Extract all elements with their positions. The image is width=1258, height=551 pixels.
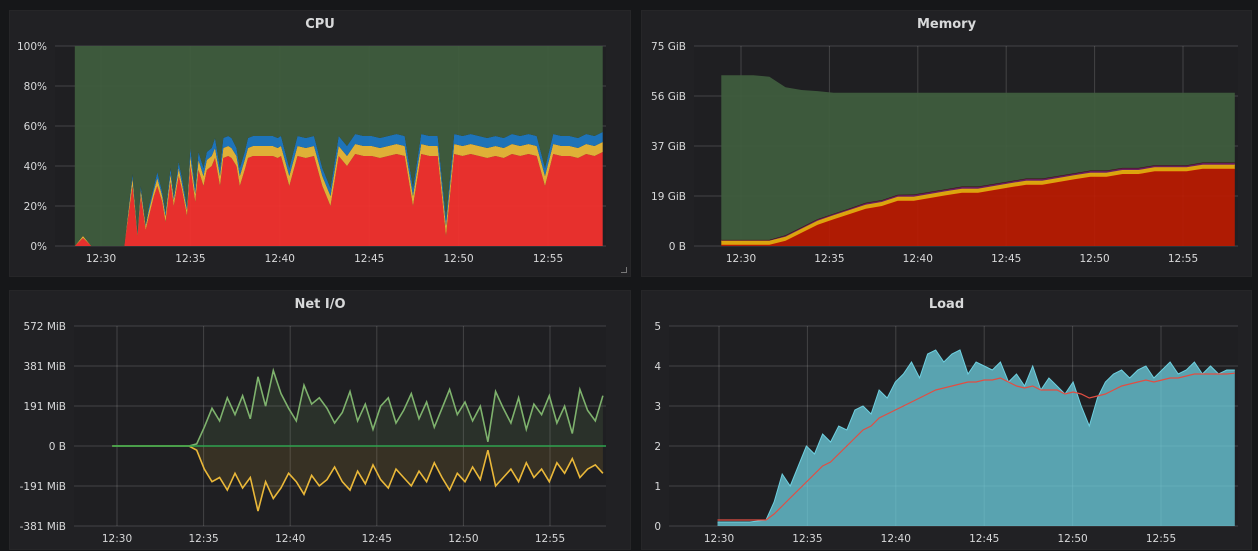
load-y-tick-label: 4 [654,361,661,373]
load-y-tick-label: 3 [654,401,661,413]
netio-panel-title: Net I/O [294,297,346,312]
memory-chart: 0 B 19 GiB 37 GiB 56 GiB 75 GiB 12:30 12:35 12:… [651,41,1238,265]
netio-x-tick-label: 12:55 [535,533,565,545]
memory-panel[interactable]: Memory 0 B 19 GiB 37 GiB 56 GiB 75 GiB 12:30 1… [641,10,1252,277]
cpu-x-tick-label: 12:40 [265,253,295,265]
cpu-panel-title: CPU [305,17,335,32]
cpu-panel[interactable]: CPU 0% 20% 40% 60% 80% 100% 12:30 12:35 12:40 12:… [9,10,631,277]
netio-y-tick-label: 381 MiB [23,361,66,373]
netio-series-transmitted [112,445,604,512]
netio-chart: -381 MiB -191 MiB 0 B 191 MiB 381 MiB 572 MiB… [20,321,606,545]
netio-y-tick-label: 0 B [49,441,66,453]
netio-x-tick-label: 12:45 [362,533,392,545]
netio-panel[interactable]: Net I/O -381 MiB -191 MiB 0 B 191 MiB 381 Mi… [9,290,631,550]
load-x-tick-label: 12:30 [704,533,734,545]
cpu-series-group [74,46,603,246]
load-panel[interactable]: Load 0 1 2 3 4 5 12:30 12:35 12:40 12:45 12:50 12:5… [641,290,1252,550]
memory-x-tick-label: 12:55 [1168,253,1198,265]
memory-x-tick-label: 12:30 [726,253,756,265]
netio-y-tick-label: 572 MiB [23,321,66,333]
cpu-y-tick-label: 20% [24,201,47,213]
netio-series-group [112,367,604,512]
cpu-x-tick-label: 12:55 [533,253,563,265]
memory-y-tick-label: 75 GiB [651,41,686,53]
memory-y-tick-label: 37 GiB [651,141,686,153]
cpu-y-tick-label: 40% [24,161,47,173]
load-y-tick-label: 1 [654,481,661,493]
cpu-series-iowait [74,142,603,246]
load-x-tick-label: 12:55 [1146,533,1176,545]
load-x-tick-label: 12:45 [969,533,999,545]
cpu-y-tick-label: 100% [17,41,47,53]
load-x-tick-label: 12:35 [792,533,822,545]
netio-x-tick-label: 12:40 [275,533,305,545]
memory-series-free [721,75,1235,240]
load-y-tick-label: 2 [654,441,661,453]
cpu-x-tick-label: 12:45 [354,253,384,265]
resize-handle-icon[interactable] [621,267,627,273]
load-x-tick-label: 12:50 [1057,533,1087,545]
load-series-group [717,349,1235,526]
memory-y-tick-label: 56 GiB [651,91,686,103]
load-x-tick-label: 12:40 [881,533,911,545]
memory-x-tick-label: 12:45 [991,253,1021,265]
netio-plot-area [74,326,606,526]
memory-panel-title: Memory [916,17,977,32]
cpu-series-system [74,152,603,246]
netio-series-received-area [112,370,603,447]
load-chart: 0 1 2 3 4 5 12:30 12:35 12:40 12:45 12:50 12:55 [654,321,1238,545]
load-y-tick-label: 0 [654,521,661,533]
memory-series-used [721,168,1235,246]
cpu-chart: 0% 20% 40% 60% 80% 100% 12:30 12:35 12:40 12:45 12… [17,41,606,265]
memory-y-tick-label: 19 GiB [651,191,686,203]
cpu-y-tick-label: 80% [24,81,47,93]
memory-x-tick-label: 12:40 [903,253,933,265]
memory-x-tick-label: 12:50 [1079,253,1109,265]
load-series-load1 [717,349,1235,523]
load-y-tick-label: 5 [654,321,661,333]
memory-series-group [721,75,1235,246]
netio-series-received [112,367,604,447]
cpu-x-tick-label: 12:35 [175,253,205,265]
cpu-y-tick-label: 60% [24,121,47,133]
cpu-x-tick-label: 12:30 [86,253,116,265]
cpu-x-tick-label: 12:50 [443,253,473,265]
netio-x-tick-label: 12:35 [188,533,218,545]
load-series-load5 [717,372,1235,521]
netio-x-tick-label: 12:50 [448,533,478,545]
netio-y-tick-label: -191 MiB [20,481,66,493]
cpu-series-idle [74,46,603,246]
memory-x-tick-label: 12:35 [814,253,844,265]
netio-series-transmitted-area [112,446,603,512]
memory-y-tick-label: 0 B [669,241,686,253]
netio-y-tick-label: -381 MiB [20,521,66,533]
netio-x-tick-label: 12:30 [102,533,132,545]
netio-y-tick-label: 191 MiB [23,401,66,413]
cpu-y-tick-label: 0% [30,241,47,253]
load-panel-title: Load [928,297,965,312]
